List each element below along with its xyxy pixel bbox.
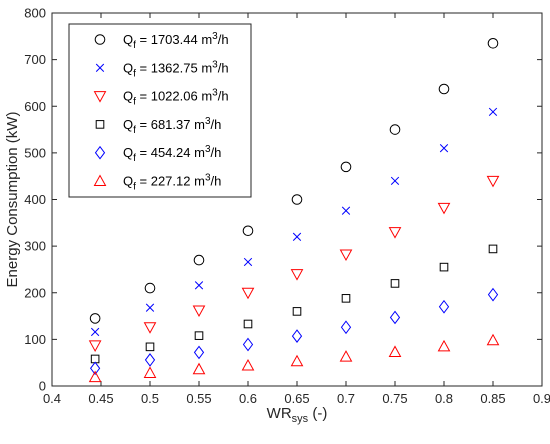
legend-label: Qf = 1703.44 m3/h xyxy=(123,31,229,51)
data-point xyxy=(388,227,402,239)
data-point xyxy=(144,282,156,294)
y-tick-label: 100 xyxy=(24,332,46,347)
legend-label: Qf = 681.37 m3/h xyxy=(123,116,221,136)
data-point xyxy=(88,370,102,383)
legend-marker xyxy=(93,91,107,103)
legend-label: Qf = 454.24 m3/h xyxy=(123,144,221,164)
data-point xyxy=(241,358,255,371)
legend-marker xyxy=(94,145,106,160)
data-point xyxy=(291,329,303,343)
x-tick-label: 0.9 xyxy=(533,391,550,406)
series-triangle-down xyxy=(88,175,500,352)
series-diamond xyxy=(89,287,499,376)
data-point xyxy=(340,161,352,173)
legend-box xyxy=(68,23,252,198)
legend-marker xyxy=(93,174,107,186)
y-axis-label: Energy Consumption (kW) xyxy=(4,112,21,288)
y-tick-label: 600 xyxy=(24,99,46,114)
data-point xyxy=(193,345,205,360)
data-point xyxy=(89,313,101,324)
data-point xyxy=(145,303,155,312)
data-point xyxy=(144,353,156,367)
data-point xyxy=(390,279,400,288)
data-point xyxy=(487,38,499,49)
x-tick-label: 0.8 xyxy=(435,391,453,406)
data-point xyxy=(88,340,102,352)
data-point xyxy=(242,225,254,237)
data-point xyxy=(437,339,451,352)
legend-marker xyxy=(95,120,105,129)
legend-marker xyxy=(95,63,105,72)
data-point xyxy=(339,350,353,362)
data-point xyxy=(145,342,155,352)
data-point xyxy=(389,124,401,135)
x-axis: 0.4 0.45 0.5 0.55 0.6 0.65 0.7 0.75 0.8 0.85 0.9 xyxy=(43,13,550,406)
data-point xyxy=(487,287,499,302)
x-tick-label: 0.45 xyxy=(88,391,113,406)
legend: Qf = 1703.44 m3/h Qf = 1362.75 m3/h Qf = 1… xyxy=(68,23,252,198)
data-point xyxy=(439,262,449,272)
x-axis-label: WRsys (-) xyxy=(267,405,328,425)
data-point xyxy=(438,299,450,314)
data-point xyxy=(290,354,304,367)
x-tick-label: 0.65 xyxy=(284,391,309,406)
data-point xyxy=(243,319,253,329)
data-point xyxy=(241,287,255,300)
data-point xyxy=(340,320,352,335)
data-point xyxy=(242,337,254,352)
y-axis: 0 100 200 300 400 500 600 700 800 xyxy=(24,6,542,394)
data-point xyxy=(89,361,101,376)
x-tick-label: 0.55 xyxy=(186,391,211,406)
y-tick-label: 700 xyxy=(24,52,46,67)
data-point xyxy=(486,175,500,188)
y-tick-label: 0 xyxy=(39,379,46,394)
data-point xyxy=(439,144,449,153)
data-point xyxy=(193,254,205,266)
data-point xyxy=(194,281,204,290)
data-point xyxy=(143,366,157,378)
data-point xyxy=(192,305,206,318)
data-points xyxy=(88,38,500,383)
y-tick-label: 300 xyxy=(24,239,46,254)
x-tick-label: 0.5 xyxy=(141,391,159,406)
data-point xyxy=(341,294,351,303)
legend-marker xyxy=(94,34,106,45)
data-point xyxy=(291,194,303,205)
data-point xyxy=(194,331,204,340)
data-point xyxy=(486,333,500,346)
data-point xyxy=(438,83,450,95)
y-tick-label: 200 xyxy=(24,285,46,300)
data-point xyxy=(192,362,206,375)
data-point xyxy=(292,232,302,241)
legend-label: Qf = 1362.75 m3/h xyxy=(123,59,229,79)
y-tick-label: 500 xyxy=(24,145,46,160)
data-point xyxy=(143,322,157,334)
series-x xyxy=(90,107,498,337)
data-point xyxy=(388,345,402,357)
legend-label: Qf = 227.12 m3/h xyxy=(123,173,221,193)
data-point xyxy=(488,244,498,254)
data-point xyxy=(390,176,400,186)
x-tick-label: 0.4 xyxy=(43,391,61,406)
y-tick-label: 400 xyxy=(24,192,46,207)
x-tick-label: 0.85 xyxy=(480,391,505,406)
y-tick-label: 800 xyxy=(24,6,46,21)
data-point xyxy=(90,327,100,337)
series-circle xyxy=(89,38,499,324)
data-point xyxy=(290,269,304,281)
series-square xyxy=(90,244,498,364)
x-tick-label: 0.6 xyxy=(239,391,257,406)
data-point xyxy=(243,257,253,267)
data-point xyxy=(341,206,351,215)
data-point xyxy=(389,310,401,325)
legend-label: Qf = 1022.06 m3/h xyxy=(123,88,229,108)
data-point xyxy=(292,307,302,316)
data-point xyxy=(437,202,451,215)
x-tick-label: 0.7 xyxy=(337,391,355,406)
data-point xyxy=(339,249,353,262)
x-tick-label: 0.75 xyxy=(382,391,407,406)
data-point xyxy=(488,107,498,116)
series-triangle-up xyxy=(88,333,500,383)
